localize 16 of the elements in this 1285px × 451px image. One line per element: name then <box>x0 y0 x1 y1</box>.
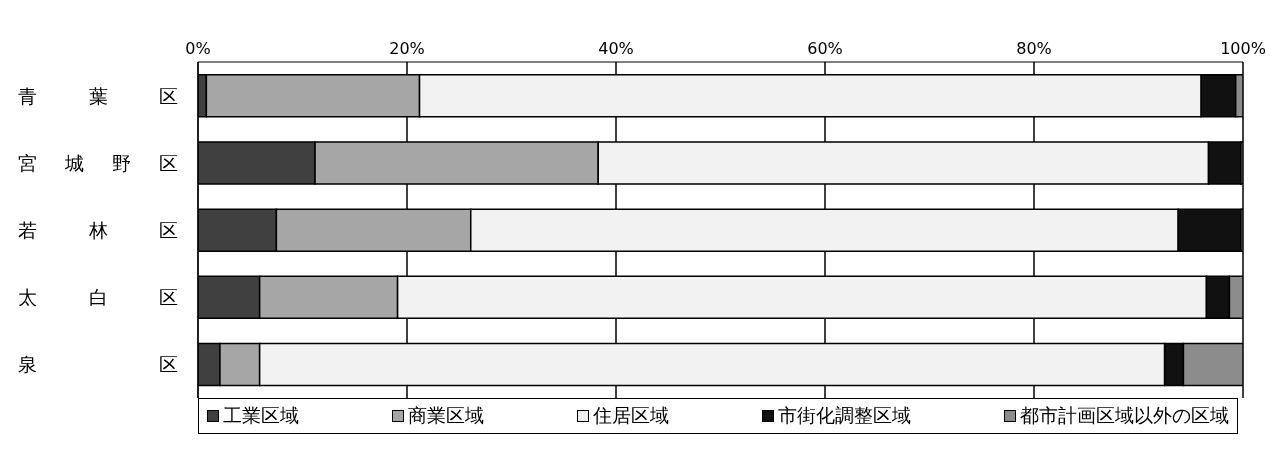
x-tick-label: 20% <box>389 39 425 58</box>
legend-label: 商業区域 <box>407 403 484 428</box>
y-tick-label: 泉 区 <box>18 353 178 376</box>
y-tick-label: 宮城野区 <box>18 151 178 174</box>
legend-label: 市街化調整区域 <box>777 403 911 428</box>
y-tick-label: 若 林 区 <box>18 219 178 241</box>
x-tick-label: 0% <box>185 39 211 58</box>
x-tick-label: 60% <box>807 39 843 58</box>
y-tick-label: 太 白 区 <box>18 286 178 309</box>
y-tick-label: 青 葉 区 <box>18 84 178 107</box>
legend-label: 都市計画区域以外の区域 <box>1019 403 1229 428</box>
legend-label: 工業区域 <box>222 403 299 428</box>
x-tick-label: 40% <box>598 39 634 58</box>
legend-label: 住居区域 <box>592 403 669 428</box>
x-tick-label: 80% <box>1016 39 1052 58</box>
x-tick-label: 100% <box>1220 39 1266 58</box>
